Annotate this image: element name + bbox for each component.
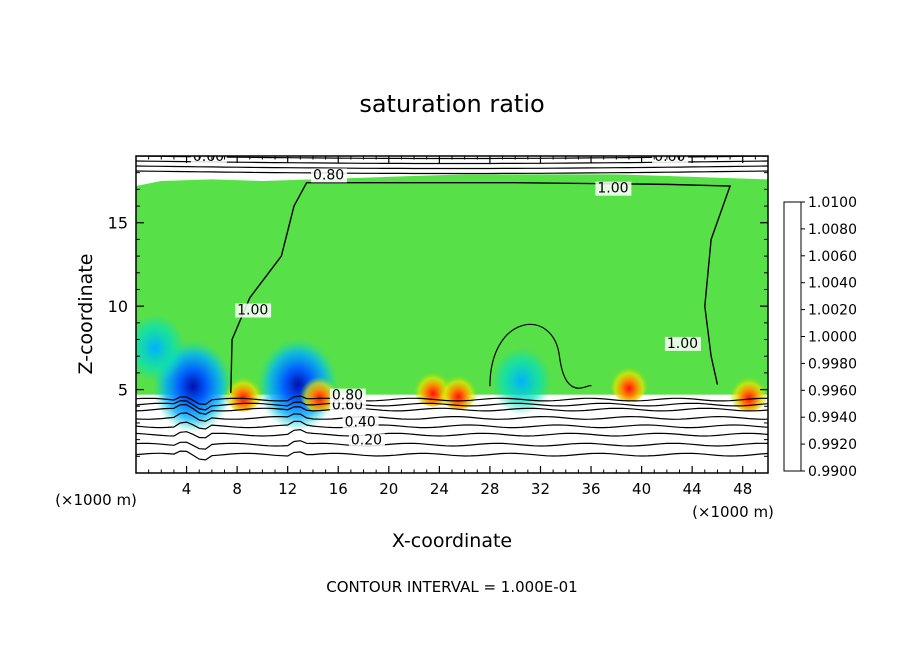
- contour-line-high-1: [136, 170, 768, 175]
- x-tick-label-28: 28: [480, 480, 499, 498]
- x-tick-label-48: 48: [733, 480, 752, 498]
- x-unit-left: (×1000 m): [55, 491, 137, 509]
- colorbar-label-6: 1.0000: [808, 330, 857, 346]
- x-tick-label-12: 12: [278, 480, 297, 498]
- x-unit-right: (×1000 m): [692, 503, 774, 521]
- contour-label-7: 0.60: [654, 149, 685, 165]
- contour-label-1: 0.20: [351, 433, 382, 449]
- contour-label-6: 0.60: [193, 149, 224, 165]
- contour-label-4: 0.80: [332, 388, 363, 404]
- warm-spot-2: [299, 367, 340, 412]
- x-tick-label-20: 20: [379, 480, 398, 498]
- contour-label-bg-2: [342, 415, 379, 430]
- contour-line-low-2: [136, 440, 768, 450]
- plot-area: 0.200.400.600.800.800.60 0.601.001.001.00: [136, 149, 768, 473]
- x-tick-label-32: 32: [531, 480, 550, 498]
- contour-label-8: 1.00: [597, 181, 628, 197]
- contour-label-5: 0.80: [313, 167, 344, 183]
- x-tick-label-36: 36: [581, 480, 600, 498]
- x-tick-label-8: 8: [232, 480, 242, 498]
- colorbar-frame: [783, 201, 802, 472]
- warm-spot-5: [609, 357, 649, 402]
- colorbar-label-10: 0.9920: [808, 437, 857, 453]
- contour-label-2: 0.40: [345, 414, 376, 430]
- colorbar-label-8: 0.9960: [808, 383, 857, 399]
- colorbar: 1.0100 1.0080 1.0060 1.0040 1.0020 1.0000 0.99…: [783, 195, 857, 480]
- warm-spot-1: [223, 367, 264, 412]
- y-tick-label-15: 15: [108, 214, 128, 233]
- contour-line-low-4: [136, 420, 768, 430]
- contour-label-10: 1.00: [667, 336, 698, 352]
- colorbar-label-9: 0.9940: [808, 410, 857, 426]
- contour-lines: 0.200.400.600.800.800.60 0.601.001.001.00: [136, 149, 768, 461]
- colorbar-label-5: 1.0020: [808, 303, 857, 319]
- colorbar-label-1: 1.0100: [808, 195, 857, 211]
- contour-label-bg-6: [190, 156, 227, 164]
- contour-label-bg-1: [348, 433, 385, 448]
- contour-line-low-1: [136, 450, 768, 461]
- x-axis-label: X-coordinate: [392, 530, 512, 552]
- contour-line-low-3: [136, 428, 768, 439]
- contour-line-high-2: [136, 165, 768, 170]
- contour-line-inner-1: [489, 323, 592, 389]
- contour-label-bg-8: [595, 181, 632, 196]
- saturation-field: [136, 174, 768, 433]
- colorbar-label-2: 1.0080: [808, 222, 857, 238]
- contour-label-bg-5: [311, 168, 347, 183]
- y-axis-label: Z-coordinate: [75, 254, 97, 375]
- moist-spot-3: [136, 313, 185, 382]
- colorbar-label-4: 1.0040: [808, 276, 857, 292]
- x-axis: 4 8 12 16 20 24 28 32 36 40 44 48: [148, 156, 756, 498]
- x-tick-label-40: 40: [632, 480, 651, 498]
- contour-label-9: 1.00: [237, 303, 268, 319]
- y-axis: 5 10 15: [108, 172, 768, 457]
- contour-label-bg-4: [329, 388, 366, 403]
- contour-line-low-5: [136, 412, 768, 422]
- warm-spot-4: [438, 365, 479, 410]
- colorbar-label-3: 1.0060: [808, 249, 857, 265]
- chart-title: saturation ratio: [359, 90, 544, 118]
- cloud-texture: [136, 174, 768, 395]
- contour-line-low-6: [136, 404, 768, 415]
- x-tick-label-4: 4: [182, 480, 192, 498]
- contour-line-low-8: [136, 395, 768, 406]
- y-tick-label-10: 10: [108, 297, 128, 316]
- colorbar-label-11: 0.9900: [808, 464, 857, 480]
- contour-line-1p00: [230, 181, 732, 393]
- contour-interval-note: CONTOUR INTERVAL = 1.000E-01: [326, 578, 577, 596]
- contour-label-bg-9: [235, 303, 272, 318]
- contour-label-bg-10: [664, 336, 701, 351]
- contour-line-low-7: [136, 400, 768, 411]
- y-tick-label-5: 5: [118, 381, 128, 400]
- colorbar-label-7: 0.9980: [808, 356, 857, 372]
- x-tick-label-16: 16: [329, 480, 348, 498]
- x-tick-label-24: 24: [430, 480, 449, 498]
- contour-label-bg-7: [652, 156, 689, 164]
- x-tick-label-44: 44: [683, 480, 702, 498]
